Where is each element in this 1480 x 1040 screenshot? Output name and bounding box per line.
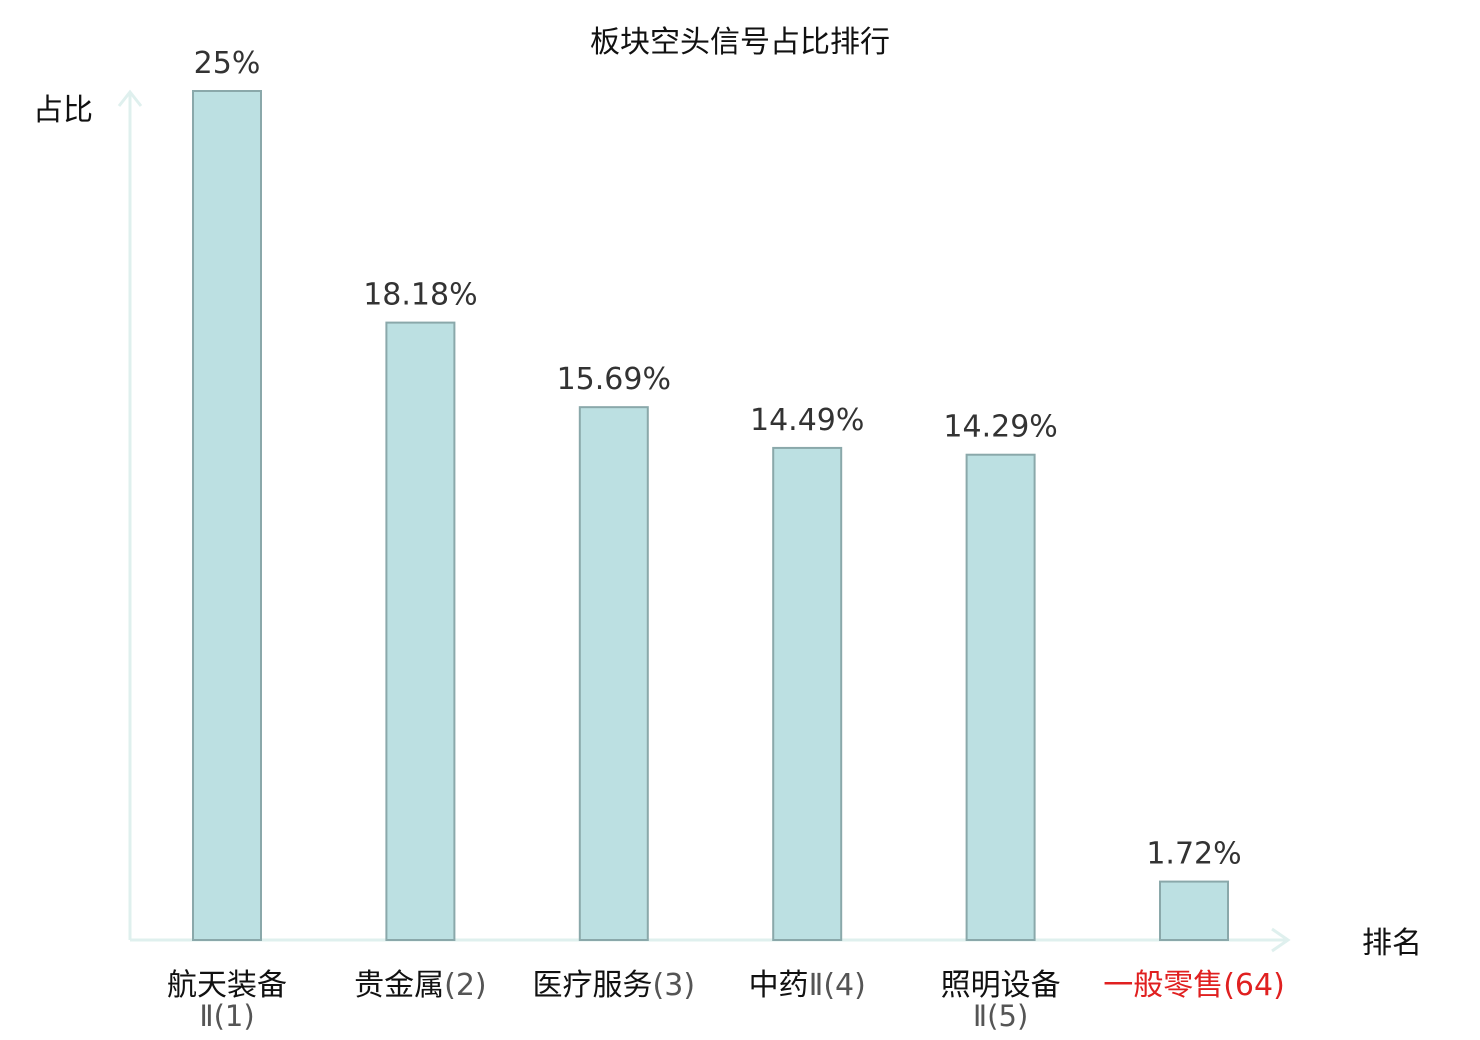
bar <box>192 90 262 941</box>
data-label: 25% <box>194 46 261 81</box>
x-tick-name: 中药 <box>749 968 809 1003</box>
x-tick-name: 医疗服务 <box>533 968 653 1003</box>
bar <box>578 406 649 941</box>
data-label: 15.69% <box>557 362 671 397</box>
x-tick-name: 贵金属 <box>354 968 444 1003</box>
x-tick-label: 医疗服务(3) <box>533 968 696 1003</box>
x-tick-name: 照明设备 <box>941 968 1061 1003</box>
x-tick-name: 一般零售 <box>1103 968 1223 1003</box>
x-tick-rank: Ⅱ(4) <box>809 968 866 1003</box>
data-label: 14.29% <box>943 410 1057 445</box>
data-label: 18.18% <box>363 278 477 313</box>
x-tick-label: 航天装备 <box>167 968 287 1003</box>
x-axis-label: 排名 <box>1362 926 1422 961</box>
x-axis <box>130 927 1291 953</box>
x-tick-name: 航天装备 <box>167 968 287 1003</box>
data-label: 14.49% <box>750 403 864 438</box>
y-axis-label: 占比 <box>33 93 93 128</box>
x-tick-rank: (3) <box>653 968 696 1003</box>
y-axis-arrowhead <box>117 89 143 107</box>
data-label: 1.72% <box>1146 837 1241 872</box>
x-tick-rank: (64) <box>1223 968 1285 1003</box>
x-tick-label: 贵金属(2) <box>354 968 487 1003</box>
x-tick-rank: Ⅱ(5) <box>973 999 1028 1033</box>
x-tick-rank: Ⅱ(1) <box>199 999 254 1033</box>
bar <box>1159 880 1229 942</box>
bar <box>385 321 456 942</box>
bar <box>772 446 843 941</box>
x-axis-arrowhead <box>1271 927 1291 953</box>
y-axis <box>117 89 143 940</box>
x-tick-rank: (2) <box>444 968 487 1003</box>
bar <box>965 453 1036 941</box>
x-tick-label: 一般零售(64) <box>1103 968 1285 1003</box>
x-tick-label: 中药Ⅱ(4) <box>749 968 866 1003</box>
x-tick-label: 照明设备 <box>941 968 1061 1003</box>
chart-title: 板块空头信号占比排行 <box>590 25 890 60</box>
